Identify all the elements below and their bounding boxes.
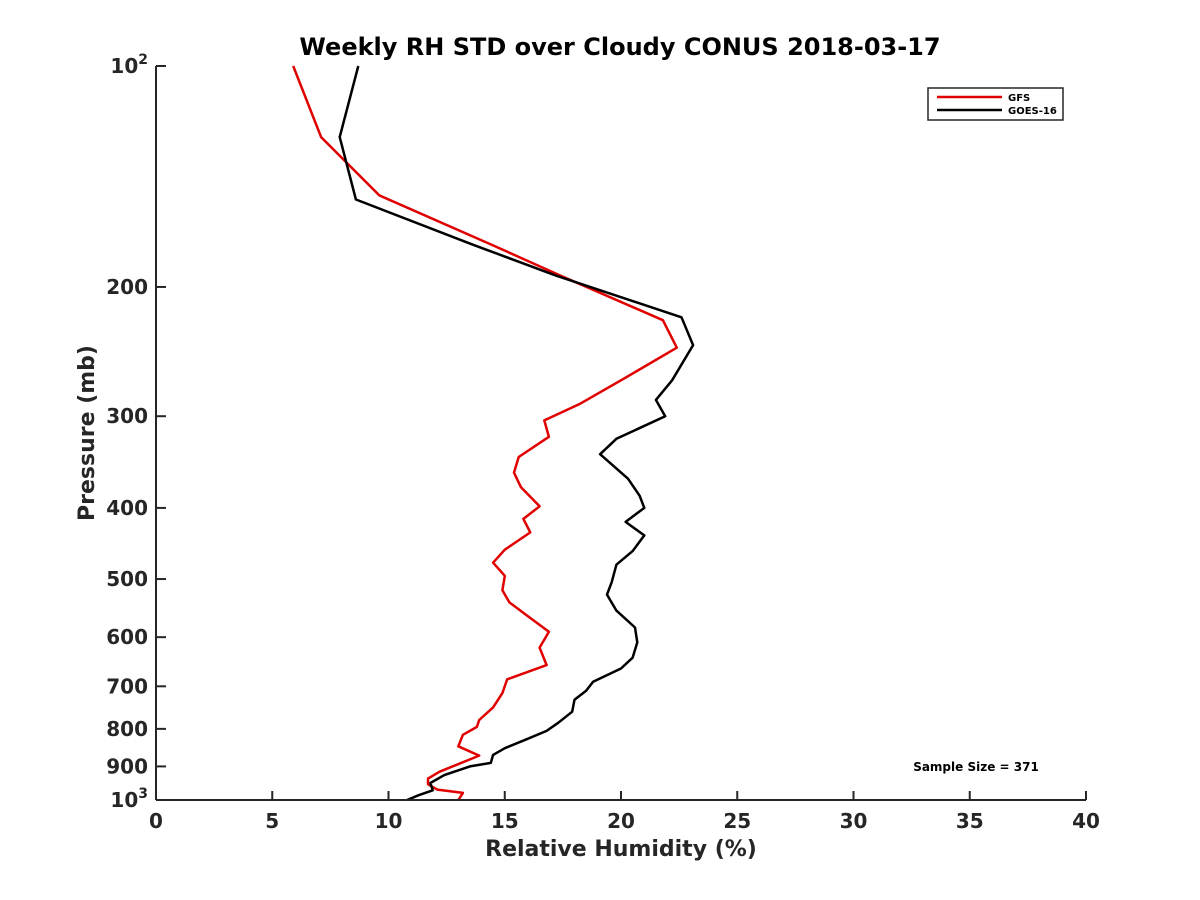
y-tick-label: 800	[106, 717, 148, 741]
x-tick-label: 35	[956, 809, 984, 833]
legend-box	[927, 87, 1064, 121]
y-axis-label: Pressure (mb)	[75, 345, 100, 521]
x-ticks: 0 5 10 15 20 25 30 35 40	[149, 791, 1100, 833]
y-tick-label: 103	[110, 786, 148, 812]
x-tick-label: 5	[265, 809, 279, 833]
y-tick-label: 600	[106, 625, 148, 649]
x-tick-label: 25	[723, 809, 751, 833]
x-tick-label: 0	[149, 809, 163, 833]
y-ticks: 102 200 300 400 500 600 700 800 900 103	[106, 52, 166, 812]
series-line-gfs	[292, 65, 679, 801]
y-tick-label: 102	[110, 52, 148, 78]
legend-label-goes16: GOES-16	[1008, 106, 1057, 117]
x-axis-label: Relative Humidity (%)	[485, 837, 757, 862]
x-tick-label: 40	[1072, 809, 1100, 833]
y-tick-label: 700	[106, 674, 148, 698]
x-tick-label: 30	[840, 809, 868, 833]
x-tick-label: 10	[375, 809, 403, 833]
chart-title: Weekly RH STD over Cloudy CONUS 2018-03-…	[299, 33, 940, 61]
x-tick-label: 15	[491, 809, 519, 833]
sample-size-annotation: Sample Size = 371	[913, 760, 1039, 774]
axes	[155, 66, 1086, 801]
y-tick-label: 900	[106, 754, 148, 778]
y-tick-label: 500	[106, 567, 148, 591]
x-tick-label: 20	[607, 809, 635, 833]
y-tick-label: 200	[106, 275, 148, 299]
y-tick-label: 400	[106, 496, 148, 520]
y-tick-label: 300	[106, 404, 148, 428]
legend-label-gfs: GFS	[1008, 93, 1030, 104]
plot-lines	[292, 65, 695, 802]
legend: GFS GOES-16	[927, 87, 1064, 121]
series-line-goes-16	[338, 65, 695, 802]
